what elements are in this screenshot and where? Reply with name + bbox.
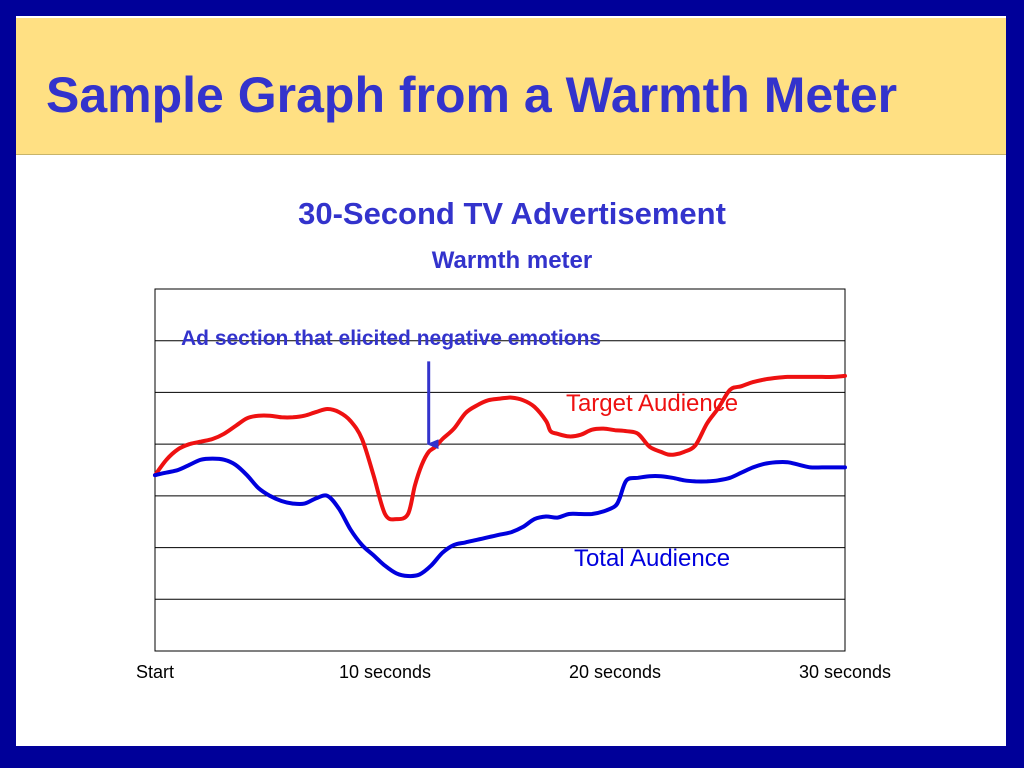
series-label-total-audience: Total Audience (574, 545, 730, 572)
x-tick-label: 10 seconds (339, 662, 431, 682)
x-tick-label: 20 seconds (569, 662, 661, 682)
chart-subtitle: Warmth meter (431, 247, 593, 274)
gridlines (155, 340, 845, 600)
series-line-total-audience (153, 456, 847, 579)
plot-area-frame (154, 288, 846, 652)
series-layer: Target Audience Total Audience (153, 373, 847, 579)
annotation-layer: Ad section that elicited negative emotio… (181, 327, 601, 450)
x-tick-label: 30 seconds (799, 662, 891, 682)
annotation-text: Ad section that elicited negative emotio… (181, 327, 601, 350)
x-tick-label: Start (136, 662, 174, 682)
slide-canvas: Sample Graph from a Warmth Meter (16, 16, 1006, 746)
chart-title: 30-Second TV Advertisement (298, 196, 726, 231)
title-bar: Sample Graph from a Warmth Meter (16, 18, 1006, 155)
series-line-target-audience (153, 373, 847, 522)
x-axis-ticks: Start 10 seconds 20 seconds 30 seconds (136, 662, 891, 682)
slide-title: Sample Graph from a Warmth Meter (46, 67, 898, 123)
series-label-target-audience: Target Audience (566, 390, 738, 417)
